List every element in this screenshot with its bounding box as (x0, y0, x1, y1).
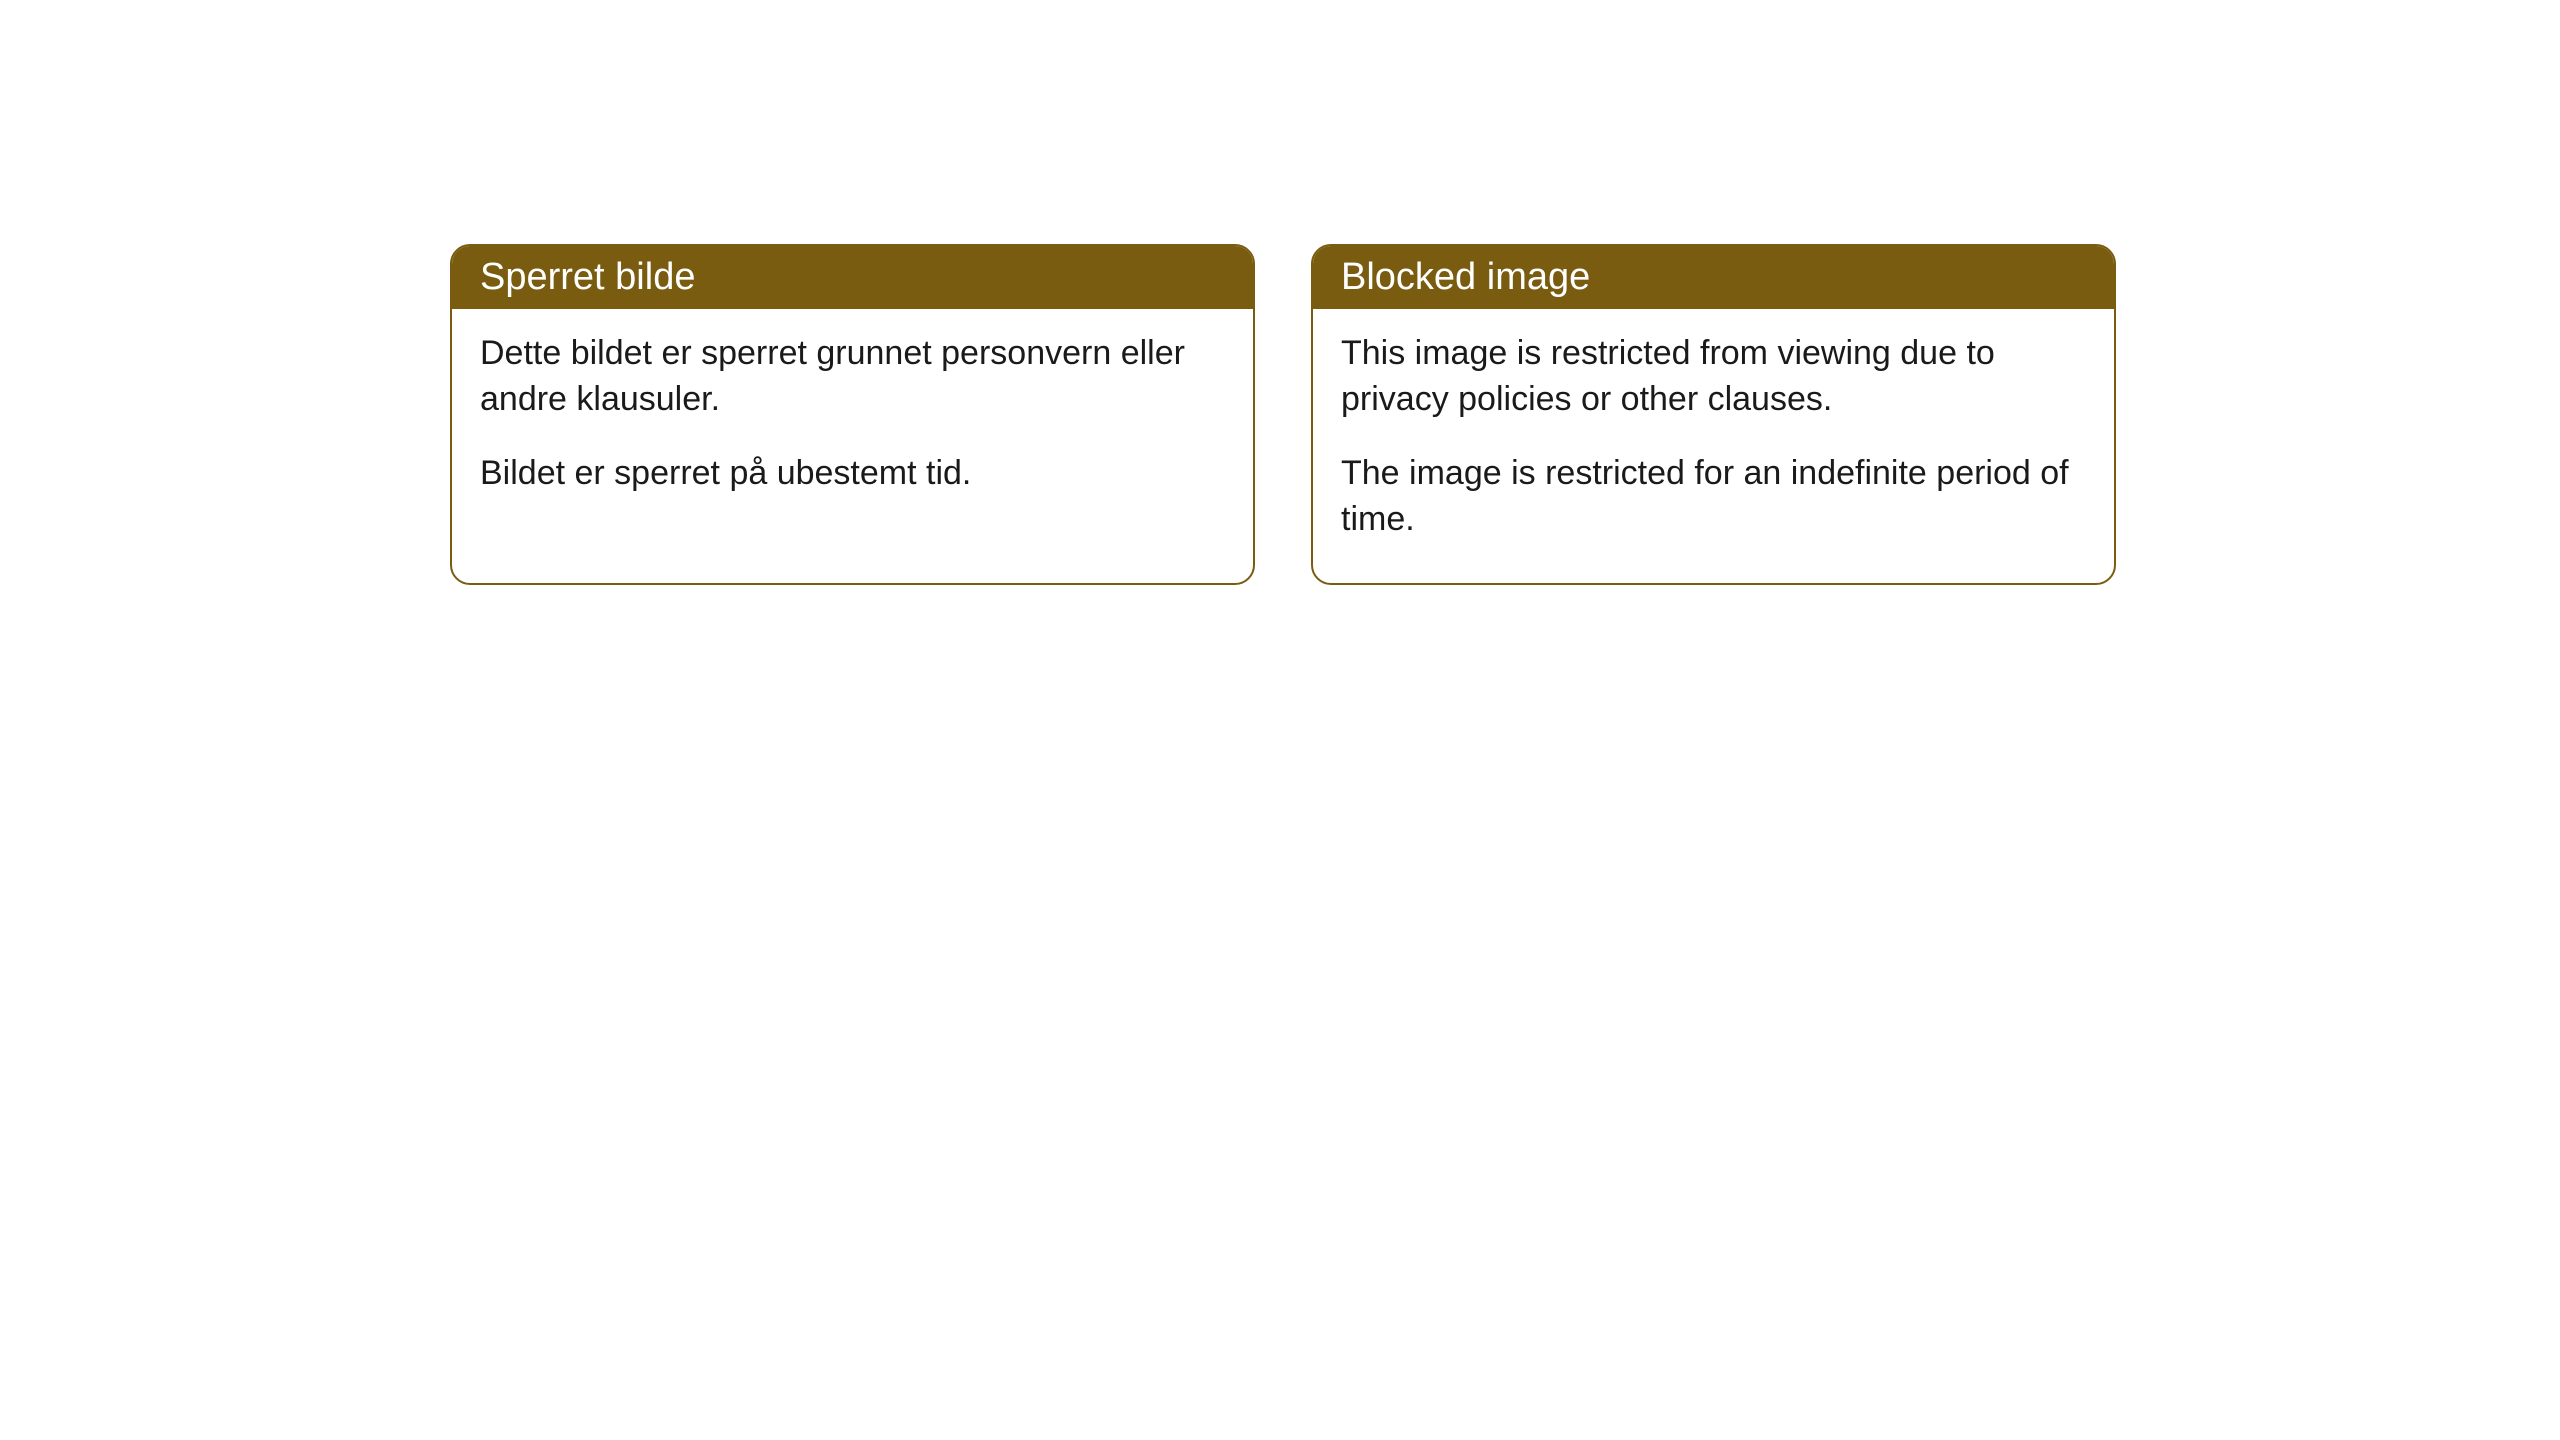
card-title: Blocked image (1341, 256, 1590, 298)
notice-cards-container: Sperret bilde Dette bildet er sperret gr… (450, 244, 2116, 585)
card-paragraph-2: The image is restricted for an indefinit… (1341, 451, 2086, 543)
notice-card-norwegian: Sperret bilde Dette bildet er sperret gr… (450, 244, 1255, 585)
card-body: This image is restricted from viewing du… (1313, 309, 2114, 583)
notice-card-english: Blocked image This image is restricted f… (1311, 244, 2116, 585)
card-paragraph-1: Dette bildet er sperret grunnet personve… (480, 331, 1225, 423)
card-header: Blocked image (1313, 246, 2114, 309)
card-paragraph-1: This image is restricted from viewing du… (1341, 331, 2086, 423)
card-title: Sperret bilde (480, 256, 695, 298)
card-body: Dette bildet er sperret grunnet personve… (452, 309, 1253, 537)
card-header: Sperret bilde (452, 246, 1253, 309)
card-paragraph-2: Bildet er sperret på ubestemt tid. (480, 451, 1225, 497)
